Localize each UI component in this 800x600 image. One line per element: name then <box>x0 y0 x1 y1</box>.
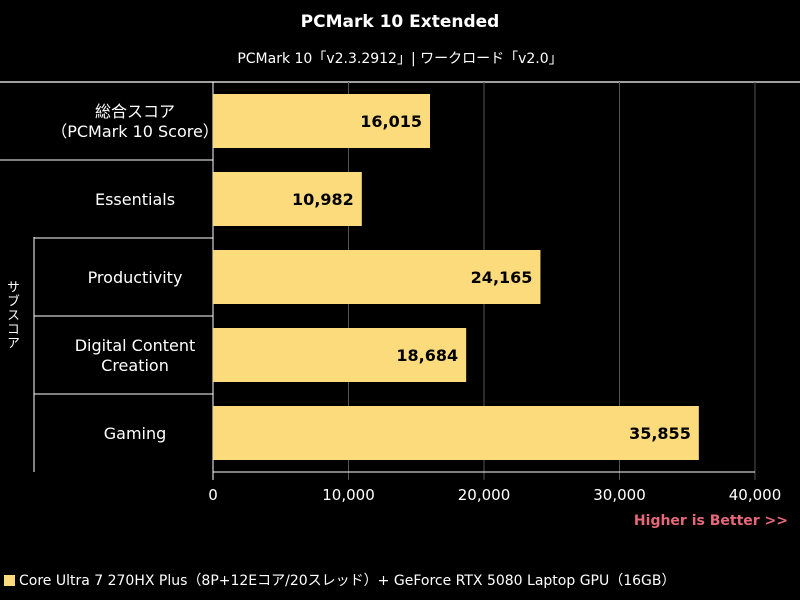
category-label: Productivity <box>88 268 183 287</box>
bar <box>213 250 541 304</box>
bar <box>213 406 699 460</box>
category-label: （PCMark 10 Score） <box>51 122 219 141</box>
legend-label: Core Ultra 7 270HX Plus（8P+12Eコア/20スレッド）… <box>19 573 676 589</box>
data-label: 24,165 <box>471 268 533 287</box>
subscore-group-label: サブスコア <box>4 280 19 350</box>
x-tick-label: 30,000 <box>593 486 646 504</box>
bar <box>213 172 362 226</box>
bar-chart: 0 10,000 20,000 30,000 40,000 16,015 総合スコア（PCM… <box>0 81 800 504</box>
bar <box>213 94 431 148</box>
data-label: 10,982 <box>292 190 354 209</box>
data-label: 18,684 <box>396 346 458 365</box>
x-tick-label: 10,000 <box>322 486 375 504</box>
data-label: 35,855 <box>629 424 691 443</box>
category-label: Digital Content <box>75 336 196 355</box>
chart-title: PCMark 10 Extended <box>300 12 500 32</box>
higher-is-better-note: Higher is Better >> <box>633 513 788 529</box>
data-label: 16,015 <box>360 112 422 131</box>
category-label: Essentials <box>95 190 175 209</box>
legend: Core Ultra 7 270HX Plus（8P+12Eコア/20スレッド）… <box>0 560 800 600</box>
chart-subtitle: PCMark 10「v2.3.2912」| ワークロード「v2.0」 <box>237 51 563 67</box>
legend-swatch <box>4 574 15 586</box>
category-label: Creation <box>101 356 169 375</box>
x-tick-label: 40,000 <box>729 486 782 504</box>
bar <box>213 328 467 382</box>
x-tick-label: 0 <box>208 486 218 504</box>
x-tick-label: 20,000 <box>458 486 511 504</box>
category-label: 総合スコア <box>95 102 175 121</box>
category-label: Gaming <box>104 424 167 443</box>
